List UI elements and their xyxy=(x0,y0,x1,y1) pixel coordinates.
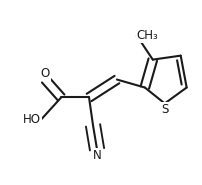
Text: O: O xyxy=(41,67,50,80)
Text: S: S xyxy=(161,103,168,116)
Text: HO: HO xyxy=(23,113,41,126)
Text: N: N xyxy=(93,149,101,162)
Text: CH₃: CH₃ xyxy=(137,29,159,42)
